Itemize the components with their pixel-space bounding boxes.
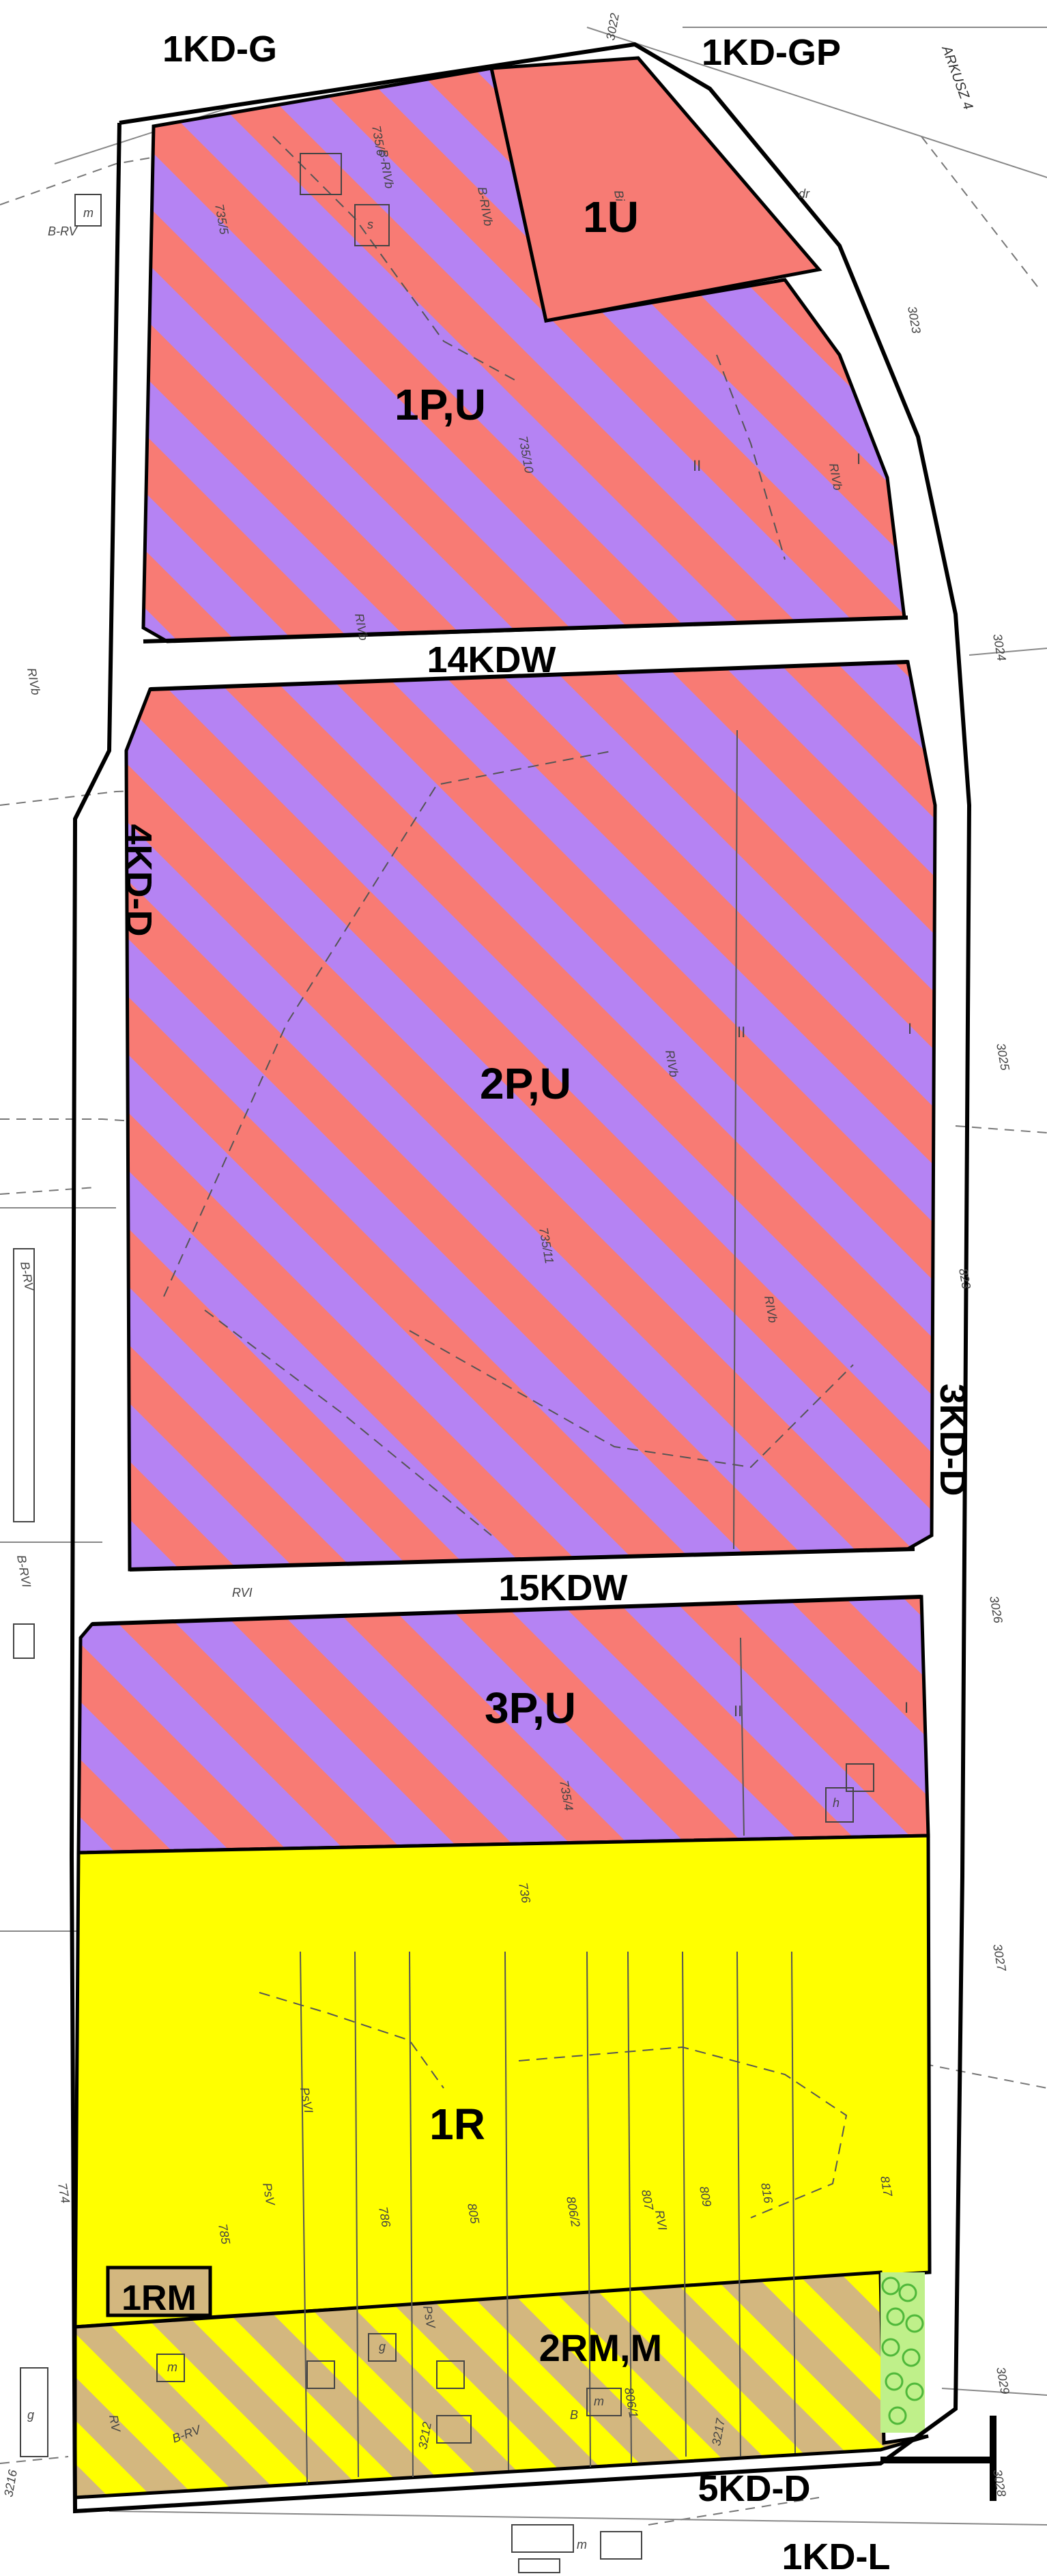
zone-label-1u: 1U xyxy=(583,192,639,242)
road-label-1kd-l: 1KD-L xyxy=(782,2536,891,2576)
building-mark: B xyxy=(570,2408,578,2422)
road-number: 3026 xyxy=(987,1595,1005,1625)
class-mark: I xyxy=(908,1020,912,1037)
road-label-15kdw: 15KDW xyxy=(498,1567,627,1608)
building-marks: m m m m g g h s B xyxy=(27,206,840,2551)
road-number: 3025 xyxy=(994,1042,1012,1072)
zone-buildings xyxy=(156,153,874,2573)
zone-1u-area[interactable] xyxy=(489,56,822,323)
building-mark: m xyxy=(167,2360,177,2374)
building-mark: s xyxy=(367,218,373,231)
road-boundaries xyxy=(69,42,972,2514)
base-map-solid-lines xyxy=(0,27,1047,2526)
road-label-3kd-d: 3KD-D xyxy=(932,1383,973,1496)
zone-label-3pu: 3P,U xyxy=(485,1683,576,1733)
zone-label-1rm: 1RM xyxy=(121,2278,197,2318)
zone-2pu-area[interactable] xyxy=(124,660,937,1572)
road-label-4kd-d: 4KD-D xyxy=(118,824,159,936)
road-label-5kd-d: 5KD-D xyxy=(698,2468,810,2509)
parcel-number: 823 xyxy=(956,1267,973,1290)
land-use-mark: RIVb xyxy=(25,667,43,696)
soil-class-marks: II I II I II I xyxy=(693,450,912,1720)
zone-label-1pu: 1P,U xyxy=(395,380,486,429)
green-area-symbol xyxy=(880,2272,925,2433)
parcel-lines xyxy=(163,136,854,2218)
land-use-mark: RVI xyxy=(232,1586,253,1600)
land-use-mark: Bi xyxy=(612,189,627,203)
parcel-number: 3216 xyxy=(1,2468,20,2498)
zone-label-1r: 1R xyxy=(429,2100,485,2149)
road-5kd-d-end xyxy=(880,2416,996,2501)
road-label-1kd-gp: 1KD-GP xyxy=(702,32,841,73)
road-number: 3027 xyxy=(990,1943,1009,1973)
building-mark: m xyxy=(83,206,94,220)
zone-1r-area[interactable] xyxy=(73,1834,932,2329)
building-mark: m xyxy=(594,2394,604,2408)
zone-label-2pu: 2P,U xyxy=(480,1059,571,1108)
building-mark: g xyxy=(379,2340,386,2354)
outside-buildings xyxy=(13,194,642,2560)
class-mark: I xyxy=(904,1699,908,1716)
land-use-mark: B-RVI xyxy=(14,1554,33,1588)
land-use-mark: dr xyxy=(799,187,810,201)
class-mark: II xyxy=(734,1703,742,1720)
zone-1rm-area[interactable] xyxy=(106,2266,212,2317)
road-number: 3023 xyxy=(905,305,923,334)
zone-label-2rmm: 2RM,M xyxy=(539,2326,662,2369)
class-mark: II xyxy=(737,1024,745,1041)
building-mark: m xyxy=(577,2538,587,2551)
building-mark: g xyxy=(27,2408,34,2422)
class-mark: I xyxy=(857,450,861,467)
building-mark: h xyxy=(833,1796,840,1810)
sheet-label: ARKUSZ 4 xyxy=(938,43,975,111)
land-use-mark: RV xyxy=(106,2414,123,2434)
road-label-1kd-g: 1KD-G xyxy=(162,29,277,70)
road-label-14kdw: 14KDW xyxy=(427,639,556,680)
land-use-mark: B-RV xyxy=(48,225,78,238)
road-number: 3029 xyxy=(994,2366,1012,2395)
parcel-number: 774 xyxy=(55,2182,72,2204)
parcel-solid-lines xyxy=(300,729,796,2485)
road-number: 3024 xyxy=(990,633,1009,662)
class-mark: II xyxy=(693,457,701,474)
